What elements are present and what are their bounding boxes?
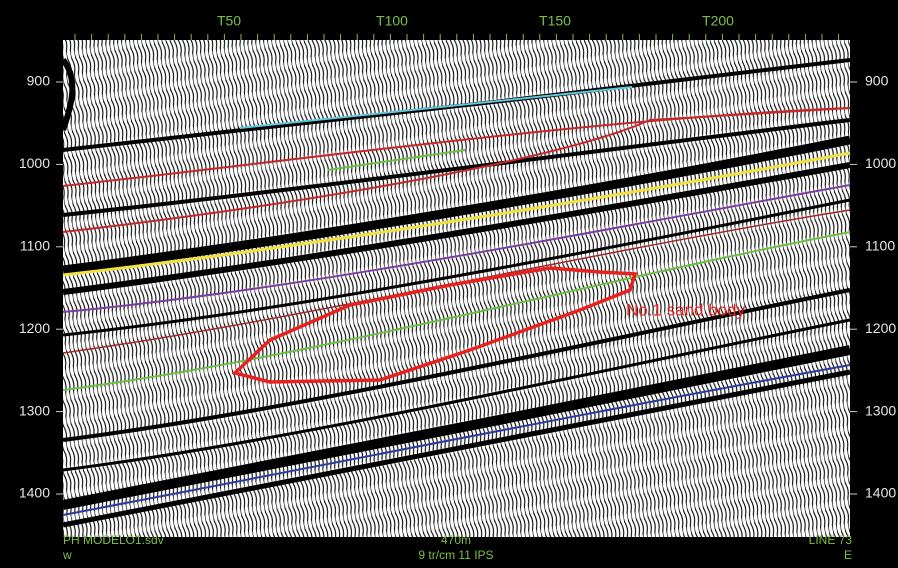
trace-label: T200	[702, 13, 734, 29]
footer-line: LINE 73	[809, 533, 853, 547]
trace-label: T50	[217, 13, 241, 29]
time-label-right: 1200	[865, 320, 896, 336]
trace-label: T150	[539, 13, 571, 29]
footer-right-dir: E	[844, 548, 852, 562]
footer-settings: 9 tr/cm 11 IPS	[418, 548, 493, 562]
time-label-right: 1100	[865, 238, 895, 254]
time-label-right: 900	[865, 73, 889, 89]
time-label-right: 1400	[865, 485, 896, 501]
seismic-section: No.1 sand body PH MODELO1.sdv w 470m 9 t…	[0, 0, 898, 568]
time-label-left: 1100	[20, 238, 50, 254]
time-label-left: 900	[27, 73, 51, 89]
time-label-left: 1400	[19, 485, 50, 501]
time-label-right: 1000	[865, 155, 896, 171]
annotation: No.1 sand body	[626, 300, 746, 319]
time-label-left: 1000	[19, 155, 50, 171]
footer-scale: 470m	[441, 533, 471, 547]
time-label-left: 1300	[19, 402, 50, 418]
trace-label: T100	[376, 13, 408, 29]
footer-file: PH MODELO1.sdv	[63, 533, 164, 547]
time-label-right: 1300	[865, 402, 896, 418]
time-label-left: 1200	[19, 320, 50, 336]
footer-left-dir: w	[62, 548, 72, 562]
